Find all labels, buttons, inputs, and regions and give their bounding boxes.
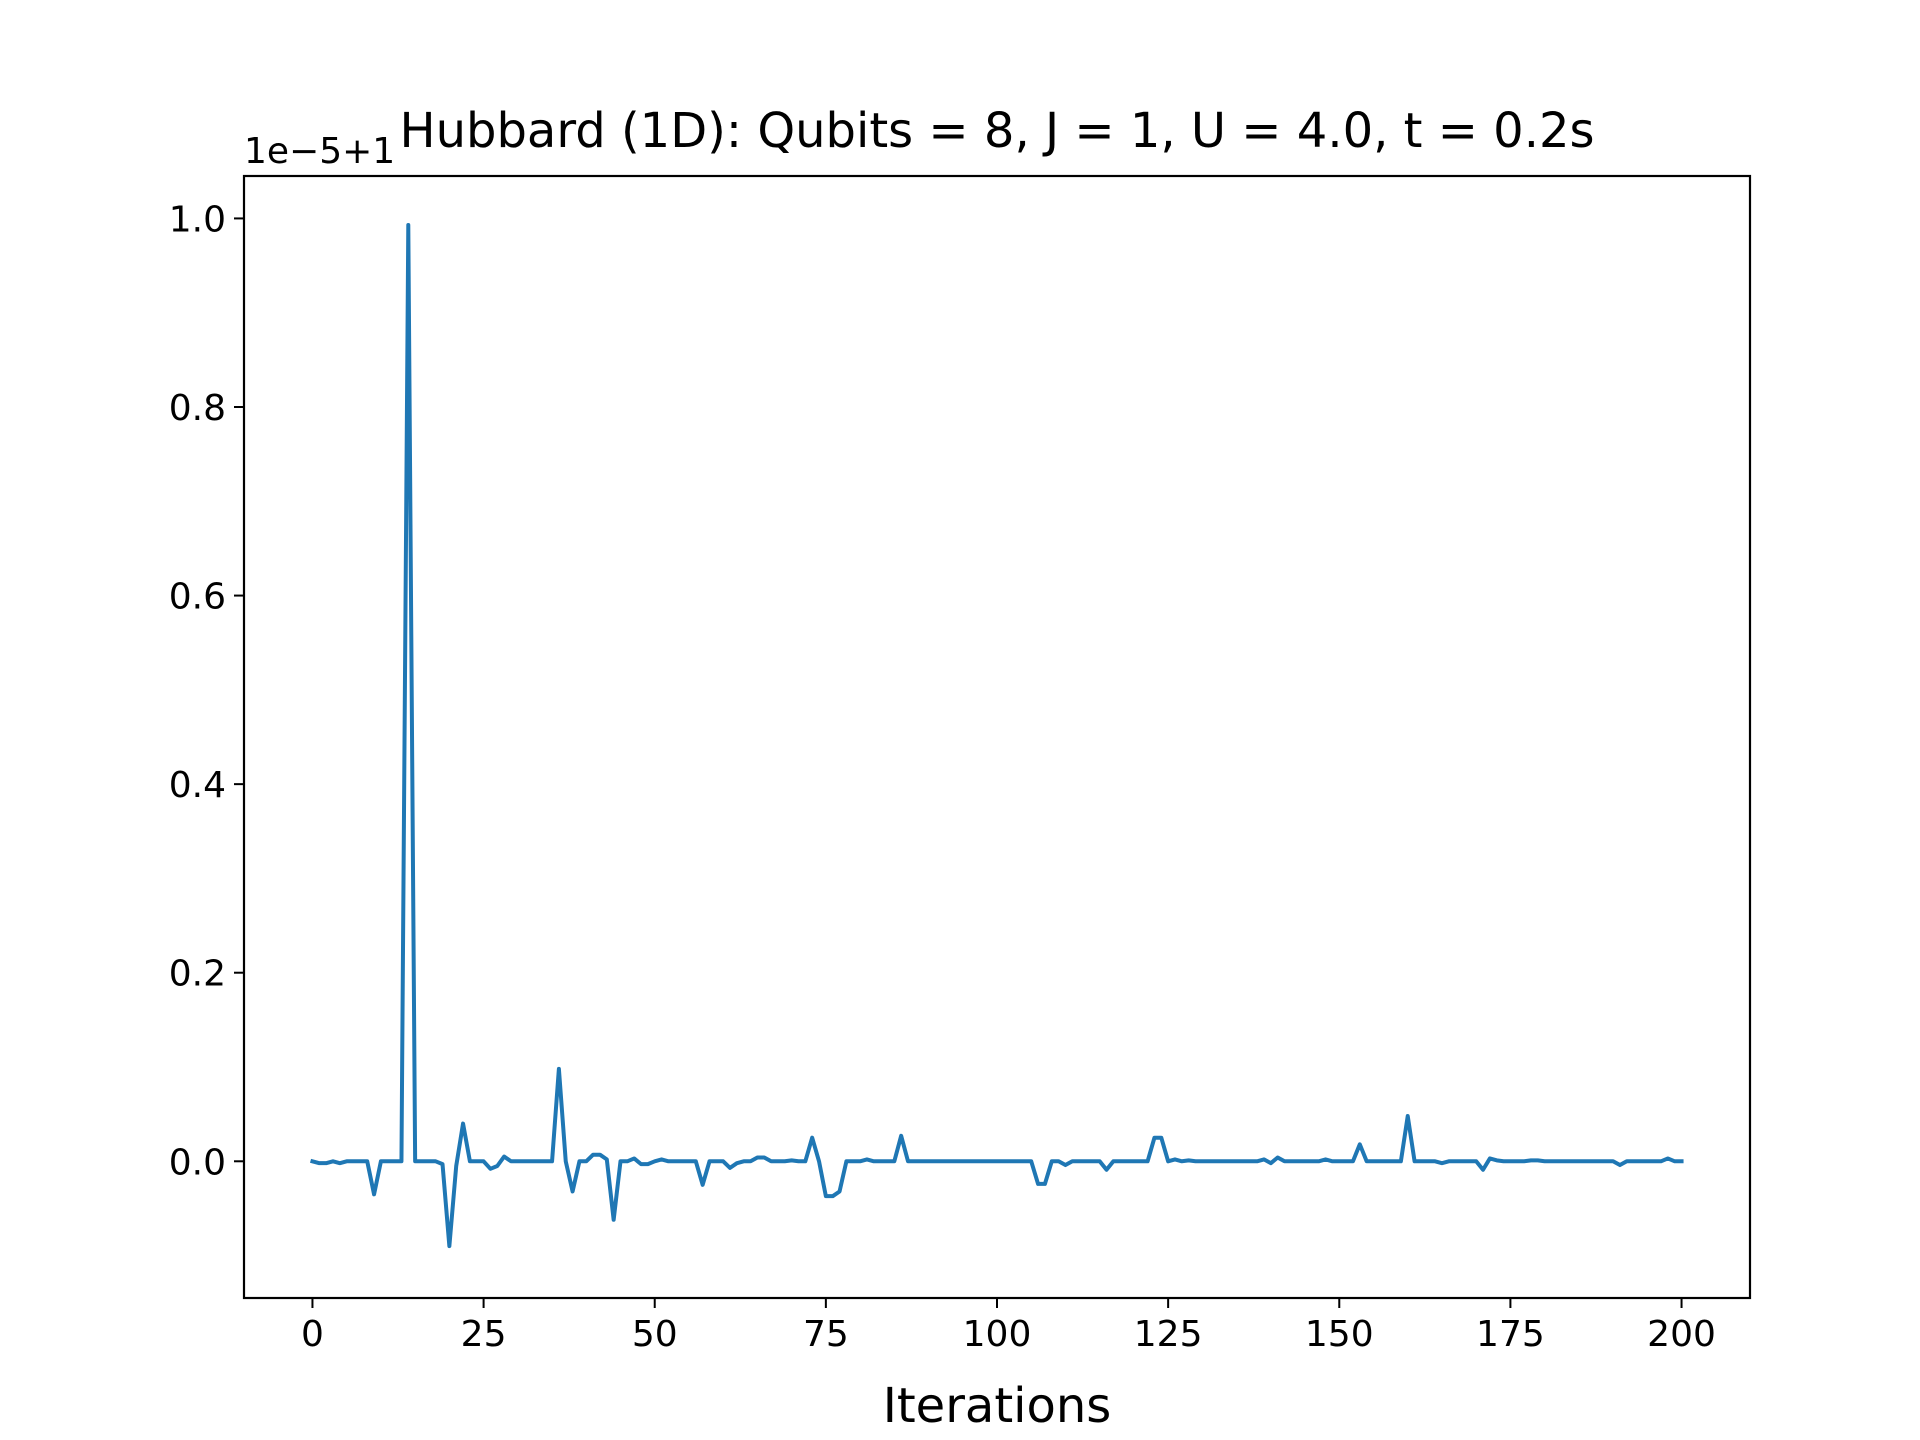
y-axis: 0.0 0.2 0.4 0.6 0.8 1.0 [169, 199, 244, 1183]
y-tick-label: 0.4 [169, 765, 226, 806]
chart-title: Hubbard (1D): Qubits = 8, J = 1, U = 4.0… [399, 103, 1594, 159]
plot-area [309, 223, 1684, 1249]
x-axis: 0 25 50 75 100 125 150 175 200 [301, 1298, 1716, 1355]
x-axis-label: Iterations [883, 1378, 1112, 1434]
axes-frame [242, 174, 1752, 1300]
x-tick-label: 25 [461, 1314, 507, 1355]
y-tick-label: 0.8 [169, 388, 226, 429]
x-tick-label: 175 [1476, 1314, 1545, 1355]
y-tick-label: 0.0 [169, 1142, 226, 1183]
x-tick-label: 75 [803, 1314, 849, 1355]
x-tick-label: 50 [632, 1314, 678, 1355]
x-tick-label: 100 [963, 1314, 1032, 1355]
y-offset-label: 1e−5+1 [244, 131, 395, 172]
x-tick-label: 125 [1134, 1314, 1203, 1355]
x-tick-label: 200 [1647, 1314, 1716, 1355]
series-line-0 [309, 223, 1684, 1249]
y-tick-label: 0.6 [169, 577, 226, 618]
y-tick-label: 0.2 [169, 954, 226, 995]
y-tick-label: 1.0 [169, 199, 226, 240]
x-tick-label: 0 [301, 1314, 324, 1355]
x-tick-label: 150 [1305, 1314, 1374, 1355]
